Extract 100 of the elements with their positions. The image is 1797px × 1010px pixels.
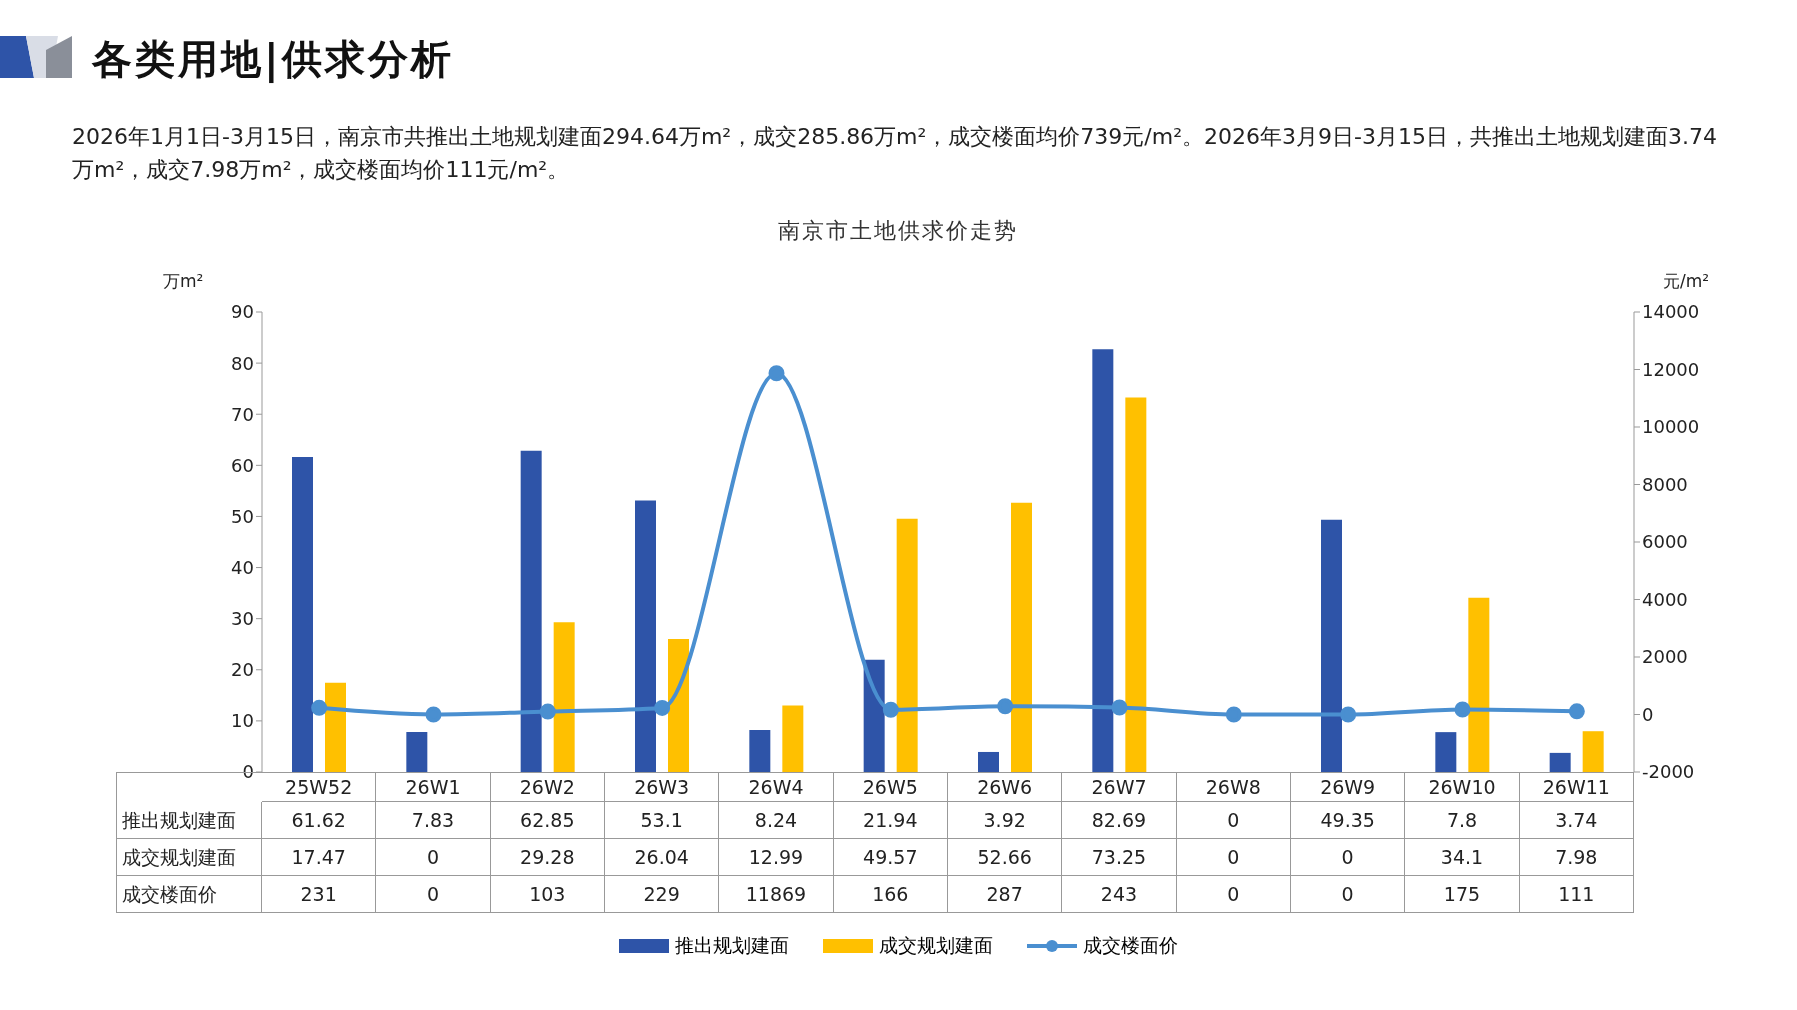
text: 成交楼面价 xyxy=(122,883,217,905)
y2-tick-label: -2000 xyxy=(1642,761,1695,783)
point xyxy=(1225,706,1242,723)
legend-label: 推出规划建面 xyxy=(674,933,789,958)
bar xyxy=(1549,752,1571,772)
y2-tick-label: 12000 xyxy=(1642,358,1700,380)
y2-tick-label: 8000 xyxy=(1642,473,1688,495)
y-tick-label: 10 xyxy=(231,710,254,732)
x-tick-label: 26W4 xyxy=(719,772,834,802)
y2-tick-label: 4000 xyxy=(1642,588,1688,610)
y2-tick-label: 10000 xyxy=(1642,416,1700,438)
data-label: 3.74 xyxy=(1519,802,1634,839)
y-axis-title: 万m² xyxy=(163,270,204,293)
data-label: 11869 xyxy=(719,876,834,913)
bar xyxy=(635,500,656,772)
data-label: 73.25 xyxy=(1062,839,1177,876)
bar xyxy=(292,457,313,772)
data-label: 0 xyxy=(1176,839,1291,876)
data-label: 17.47 xyxy=(262,839,377,876)
y-tick-label: 20 xyxy=(231,659,254,681)
data-label: 0 xyxy=(1176,876,1291,913)
data-label: 175 xyxy=(1405,876,1520,913)
bar xyxy=(1321,519,1342,772)
data-label: 62.85 xyxy=(490,802,605,839)
data-label: 49.57 xyxy=(833,839,948,876)
y-tick-label: 40 xyxy=(231,556,254,578)
x-tick-label: 26W7 xyxy=(1062,772,1177,802)
text: 各类用地|供求分析 xyxy=(92,35,454,85)
bar xyxy=(668,638,689,772)
data-label: 7.98 xyxy=(1519,839,1634,876)
data-label: 7.8 xyxy=(1405,802,1520,839)
y-tick-label: 60 xyxy=(231,454,254,476)
data-label: 287 xyxy=(948,876,1063,913)
data-label: 3.92 xyxy=(948,802,1063,839)
x-tick-label: 26W1 xyxy=(376,772,491,802)
data-label: 0 xyxy=(1176,802,1291,839)
data-label: 53.1 xyxy=(605,802,720,839)
point xyxy=(311,699,328,716)
data-label: 0 xyxy=(1291,839,1406,876)
data-label: 0 xyxy=(376,839,491,876)
bar xyxy=(1092,349,1114,772)
point xyxy=(997,698,1014,715)
y2-axis-title: 元/m² xyxy=(1663,270,1710,293)
point xyxy=(882,701,899,718)
y2-tick-label: 14000 xyxy=(1642,301,1700,323)
x-tick-label: 26W5 xyxy=(833,772,948,802)
data-label: 111 xyxy=(1519,876,1634,913)
bar xyxy=(1468,597,1490,772)
data-label: 12.99 xyxy=(719,839,834,876)
y-tick-label: 30 xyxy=(231,608,254,630)
point xyxy=(425,706,442,723)
x-tick-label: 26W10 xyxy=(1405,772,1520,802)
point xyxy=(539,703,556,720)
y-tick-label: 70 xyxy=(231,403,254,425)
text: 2026年1月1日-3月15日，南京市共推出土地规划建面294.64万m²，成交285.86万m²，成交楼面均价739元/m²。2026年3月9日-3月15日，共推出土地规划建面3.74万m²，成交7.98万m²，成交楼面均价111元/m²。 xyxy=(72,123,1718,184)
data-label: 7.83 xyxy=(376,802,491,839)
bar xyxy=(325,682,346,772)
bar xyxy=(520,450,542,772)
data-label: 52.66 xyxy=(948,839,1063,876)
data-label: 0 xyxy=(376,876,491,913)
data-label: 8.24 xyxy=(719,802,834,839)
y-tick-label: 80 xyxy=(231,352,254,374)
bar xyxy=(553,622,575,772)
legend-label: 成交楼面价 xyxy=(1082,933,1178,958)
data-label: 26.04 xyxy=(605,839,720,876)
y-tick-label: 50 xyxy=(231,505,254,527)
data-label: 21.94 xyxy=(833,802,948,839)
point xyxy=(1454,701,1471,718)
y2-tick-label: 2000 xyxy=(1642,646,1688,668)
bar xyxy=(1582,731,1604,772)
point xyxy=(768,365,785,382)
data-label: 231 xyxy=(262,876,377,913)
chart-title: 南京市土地供求价走势 xyxy=(777,217,1019,245)
data-label: 229 xyxy=(605,876,720,913)
data-label: 0 xyxy=(1291,876,1406,913)
data-label: 34.1 xyxy=(1405,839,1520,876)
x-tick-label: 26W2 xyxy=(490,772,605,802)
y2-tick-label: 0 xyxy=(1642,703,1654,725)
data-label: 166 xyxy=(833,876,948,913)
bar xyxy=(782,705,804,772)
point xyxy=(1111,699,1128,716)
bar xyxy=(749,729,771,772)
data-label: 61.62 xyxy=(262,802,377,839)
text: 推出规划建面 xyxy=(122,809,236,831)
bar xyxy=(896,518,918,772)
bar xyxy=(1125,397,1147,772)
data-label: 82.69 xyxy=(1062,802,1177,839)
point xyxy=(1340,706,1357,723)
data-label: 243 xyxy=(1062,876,1177,913)
x-tick-label: 25W52 xyxy=(262,772,377,802)
point xyxy=(1568,703,1585,720)
y-tick-label: 90 xyxy=(231,301,254,323)
bar xyxy=(863,659,885,772)
text: 成交规划建面 xyxy=(122,846,236,868)
point xyxy=(654,699,671,716)
x-tick-label: 26W9 xyxy=(1291,772,1406,802)
legend-label: 成交规划建面 xyxy=(878,933,993,958)
bar xyxy=(406,731,428,772)
bar xyxy=(1435,732,1457,772)
x-tick-label: 26W11 xyxy=(1519,772,1634,802)
